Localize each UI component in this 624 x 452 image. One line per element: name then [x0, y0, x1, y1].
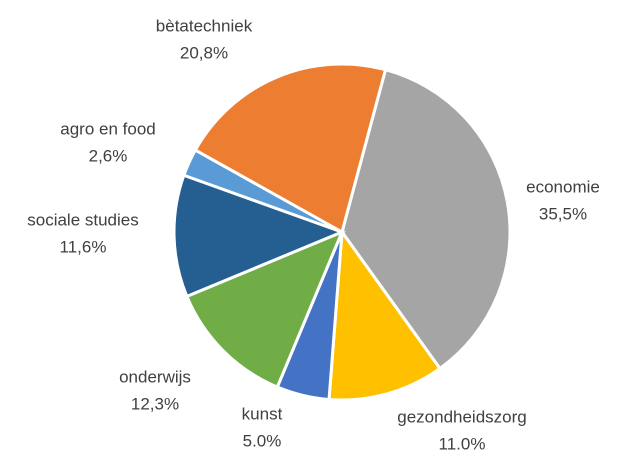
slice-value: 5.0% [243, 431, 282, 450]
slice-value: 12,3% [131, 394, 179, 413]
slice-value: 11.0% [439, 434, 486, 452]
pie-slice [184, 229, 345, 390]
slice-value: 35,5% [539, 204, 587, 223]
slice-value: 20,8% [180, 43, 228, 62]
slice-label: kunst [242, 404, 283, 423]
slice-label: onderwijs [119, 367, 191, 386]
slice-label: agro en food [60, 119, 155, 138]
slice-value: 2,6% [89, 146, 128, 165]
pie-slice [340, 67, 512, 371]
slice-label: bètatechniek [156, 16, 253, 35]
pie-slice [327, 227, 443, 402]
slice-label: gezondheidszorg [397, 407, 526, 426]
slice-label: sociale studies [27, 210, 139, 229]
pie-slice [172, 173, 347, 299]
pie-slice [193, 62, 388, 235]
slice-value: 11,6% [60, 237, 107, 256]
slice-label: economie [526, 177, 600, 196]
